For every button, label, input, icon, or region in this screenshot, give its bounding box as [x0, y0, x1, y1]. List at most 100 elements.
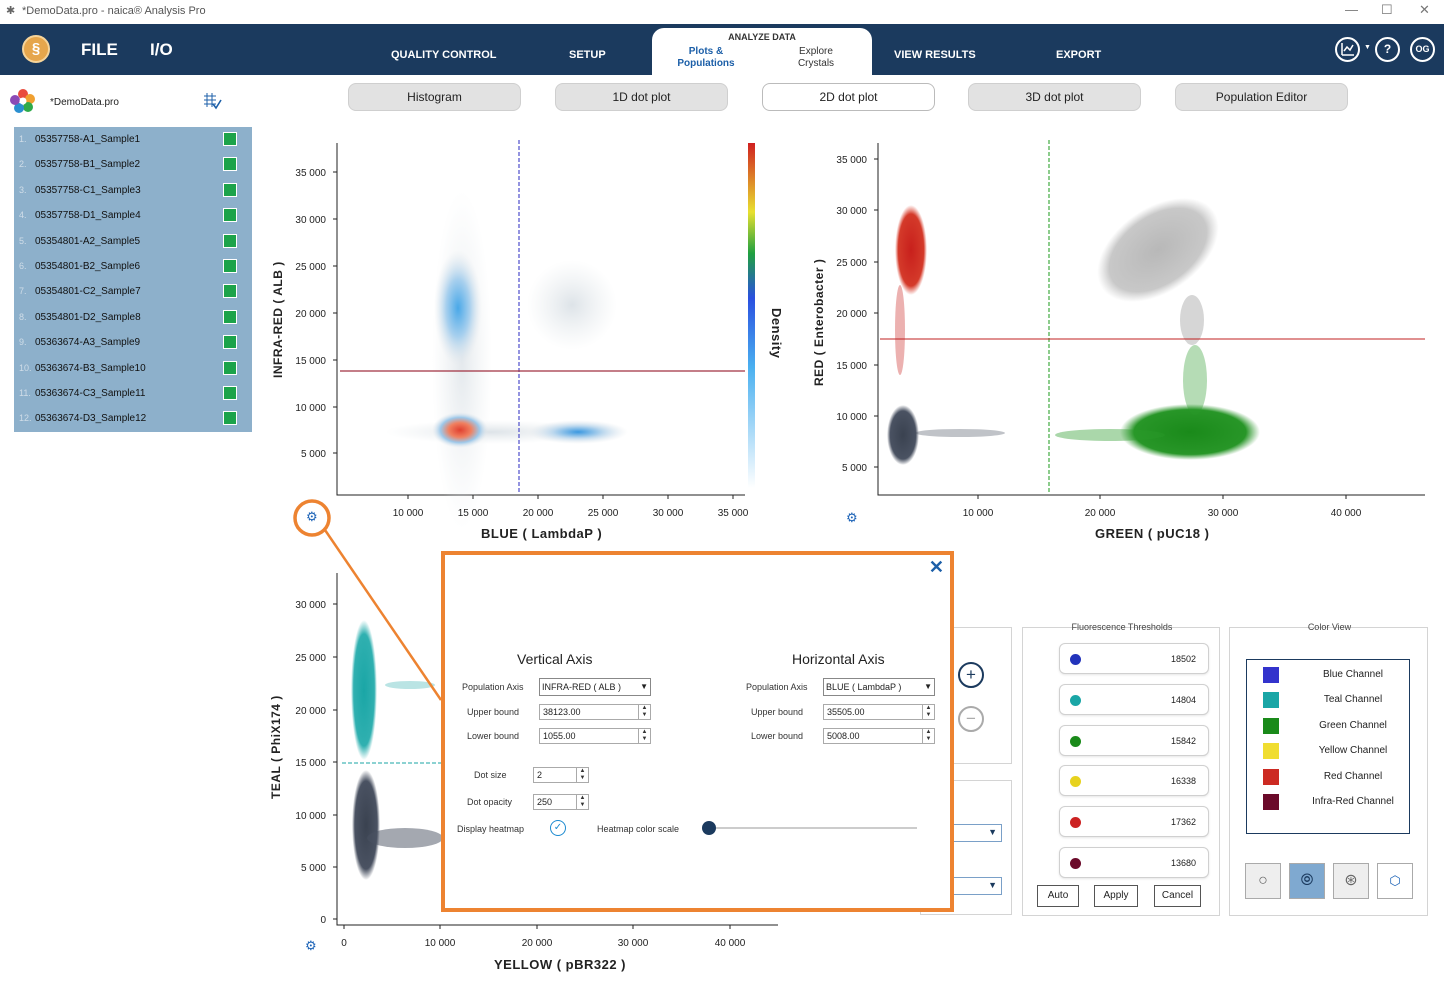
channel-label: Infra-Red Channel [1312, 796, 1394, 807]
sample-visibility-toggle[interactable] [223, 335, 237, 350]
vertical-population-axis-select[interactable]: INFRA-RED ( ALB ) ▼ [539, 678, 651, 696]
sample-list-item[interactable]: 11. 05363674-C3_Sample11 [14, 381, 252, 406]
color-channel-item[interactable]: Green Channel [1255, 716, 1415, 736]
histogram-button[interactable]: Histogram [348, 83, 521, 111]
zoom-out-button[interactable]: − [958, 706, 984, 732]
sample-visibility-toggle[interactable] [223, 182, 237, 197]
threshold-color-dot [1070, 817, 1081, 829]
color-channel-item[interactable]: Blue Channel [1255, 665, 1415, 685]
grid-select-icon[interactable] [202, 92, 222, 110]
single-circle-view-button[interactable]: ○ [1245, 863, 1281, 899]
population-editor-button[interactable]: Population Editor [1175, 83, 1348, 111]
scatter-view-button[interactable]: ⬡ [1377, 863, 1413, 899]
dialog-close-button[interactable]: ✕ [928, 557, 944, 577]
sample-list: 1. 05357758-A1_Sample1 2. 05357758-B1_Sampl… [14, 127, 252, 432]
threshold-item[interactable]: 16338 [1059, 765, 1209, 797]
sample-label: 05354801-C2_Sample7 [35, 286, 141, 298]
sample-visibility-toggle[interactable] [223, 157, 237, 172]
plot2-y-axis-label: RED ( Enterobacter ) [812, 258, 826, 386]
color-channel-item[interactable]: Yellow Channel [1255, 741, 1415, 761]
heatmap-slider-handle[interactable] [702, 821, 716, 835]
y-tick-label: 10 000 [295, 811, 326, 822]
help-button[interactable]: ? [1375, 37, 1400, 62]
dot-plot-3d-button[interactable]: 3D dot plot [968, 83, 1141, 111]
sample-visibility-toggle[interactable] [223, 386, 237, 400]
color-channel-item[interactable]: Red Channel [1255, 767, 1415, 787]
sample-visibility-toggle[interactable] [223, 208, 237, 223]
x-tick-label: 10 000 [425, 938, 456, 949]
sample-list-item[interactable]: 12. 05363674-D3_Sample12 [14, 406, 252, 431]
color-channel-item[interactable]: Infra-Red Channel [1255, 792, 1415, 812]
minimize-button[interactable]: — [1345, 2, 1358, 17]
threshold-item[interactable]: 17362 [1059, 806, 1209, 838]
dot-plot-2d-button[interactable]: 2D dot plot [762, 83, 935, 111]
sample-visibility-toggle[interactable] [223, 309, 237, 324]
vertical-lower-bound-input[interactable]: 1055.00 ▲ ▼ [539, 728, 651, 744]
plot1-settings-icon[interactable]: ⚙ [306, 509, 318, 524]
sample-visibility-toggle[interactable] [223, 259, 237, 273]
tab-setup[interactable]: SETUP [569, 49, 606, 61]
tab-analyze-data[interactable]: ANALYZE DATA Plots & Populations Explore… [652, 28, 872, 76]
heatmap-color-scale-slider[interactable] [702, 821, 917, 835]
sample-index: 12. [19, 413, 32, 424]
io-menu[interactable]: I/O [150, 40, 173, 59]
plot3-settings-icon[interactable]: ⚙ [305, 938, 317, 953]
sample-visibility-toggle[interactable] [223, 233, 237, 248]
sample-index: 3. [19, 184, 27, 195]
auto-button[interactable]: Auto [1037, 885, 1079, 907]
tab-export[interactable]: EXPORT [1056, 49, 1102, 61]
sample-visibility-toggle[interactable] [223, 411, 237, 426]
sample-list-item[interactable]: 1. 05357758-A1_Sample1 [14, 127, 252, 152]
subtab-plots-populations[interactable]: Plots & Populations [677, 46, 735, 69]
sample-list-item[interactable]: 6. 05354801-B2_Sample6 [14, 254, 252, 279]
channel-label: Blue Channel [1322, 669, 1384, 680]
horizontal-lower-bound-label: Lower bound [751, 731, 804, 741]
close-window-button[interactable]: ✕ [1419, 2, 1430, 17]
chevron-down-icon[interactable]: ▼ [1364, 44, 1371, 51]
chip-logo-icon [10, 89, 35, 113]
sample-list-item[interactable]: 3. 05357758-C1_Sample3 [14, 178, 252, 203]
sample-visibility-toggle[interactable] [223, 132, 237, 146]
plot1-x-axis-label: BLUE ( LambdaP ) [481, 526, 603, 541]
horizontal-upper-bound-input[interactable]: 35505.00 ▲ ▼ [823, 704, 935, 720]
tab-view-results[interactable]: VIEW RESULTS [894, 49, 976, 61]
app-pin-icon: ✱ [6, 5, 16, 17]
vertical-lower-bound-label: Lower bound [467, 731, 520, 741]
threshold-item[interactable]: 15842 [1059, 724, 1209, 756]
dot-plot-1d-button[interactable]: 1D dot plot [555, 83, 728, 111]
threshold-item[interactable]: 14804 [1059, 683, 1209, 715]
sample-list-item[interactable]: 7. 05354801-C2_Sample7 [14, 279, 252, 304]
sample-list-item[interactable]: 9. 05363674-A3_Sample9 [14, 330, 252, 355]
display-heatmap-checkbox[interactable]: ✓ [550, 820, 566, 836]
apply-button[interactable]: Apply [1094, 885, 1138, 907]
horizontal-population-axis-select[interactable]: BLUE ( LambdaP ) ▼ [823, 678, 935, 696]
chart-settings-icon[interactable] [1335, 37, 1360, 62]
population-dropdown-2[interactable]: ▼ [940, 877, 1002, 895]
sample-list-item[interactable]: 10. 05363674-B3_Sample10 [14, 356, 252, 381]
zoom-in-button[interactable]: + [958, 662, 984, 688]
sample-list-item[interactable]: 2. 05357758-B1_Sample2 [14, 152, 252, 177]
horizontal-lower-bound-value: 5008.00 [827, 731, 860, 741]
maximize-button[interactable]: ☐ [1381, 2, 1393, 17]
y-tick-label: 30 000 [836, 206, 867, 217]
threshold-item[interactable]: 13680 [1059, 847, 1209, 878]
dot-opacity-input[interactable]: 250 ▲ ▼ [533, 794, 589, 810]
dot-size-input[interactable]: 2 ▲ ▼ [533, 767, 589, 783]
venn-view-button[interactable]: ⊛ [1333, 863, 1369, 899]
sample-list-item[interactable]: 5. 05354801-A2_Sample5 [14, 229, 252, 254]
tab-quality-control[interactable]: QUALITY CONTROL [391, 49, 497, 61]
user-avatar[interactable]: OG [1410, 37, 1435, 62]
file-menu[interactable]: FILE [81, 40, 118, 59]
sample-list-item[interactable]: 4. 05357758-D1_Sample4 [14, 203, 252, 228]
subtab-explore-crystals[interactable]: Explore Crystals [797, 46, 835, 69]
sample-visibility-toggle[interactable] [223, 360, 237, 375]
sample-visibility-toggle[interactable] [223, 284, 237, 299]
cancel-button[interactable]: Cancel [1154, 885, 1201, 907]
color-channel-item[interactable]: Teal Channel [1255, 690, 1415, 710]
overlap-view-button[interactable]: ⦾ [1289, 863, 1325, 899]
horizontal-lower-bound-input[interactable]: 5008.00 ▲ ▼ [823, 728, 935, 744]
plot2-settings-icon[interactable]: ⚙ [846, 510, 858, 525]
threshold-item[interactable]: 18502 [1059, 643, 1209, 674]
vertical-upper-bound-input[interactable]: 38123.00 ▲ ▼ [539, 704, 651, 720]
sample-list-item[interactable]: 8. 05354801-D2_Sample8 [14, 305, 252, 330]
